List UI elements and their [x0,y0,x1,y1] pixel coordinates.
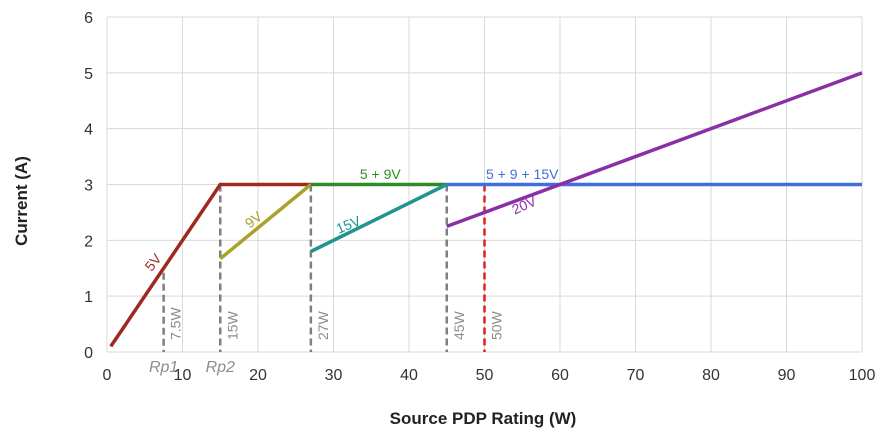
y-tick-label: 4 [84,122,93,139]
x-tick-label: 0 [103,367,112,384]
y-tick-label: 1 [84,289,93,306]
x-tick-label: 30 [325,367,343,384]
y-tick-label: 3 [84,178,93,195]
series-label: 15V [334,212,364,236]
reference-lines: 7.5W 15W 27W 45W 50W Rp1 Rp2 [149,184,505,376]
series-line-5v [109,182,311,348]
x-tick-label: 70 [627,367,645,384]
annotation-rp2: Rp2 [206,359,235,376]
series-line-9v [219,183,312,261]
x-axis-label: Source PDP Rating (W) [390,409,577,428]
vline-label: 7.5W [168,307,184,340]
y-tick-label: 2 [84,233,93,250]
series-line-20v [446,71,863,229]
vline-label: 45W [451,310,467,340]
x-tick-label: 50 [476,367,494,384]
vline-label: 15W [224,310,240,340]
tick-labels: 0 10 20 30 40 50 60 70 80 90 100 0 1 2 3 4 5 6 [84,10,875,384]
y-tick-label: 6 [84,10,93,27]
series-label: 20V [509,192,539,217]
x-tick-label: 100 [849,367,876,384]
x-tick-label: 60 [551,367,569,384]
x-tick-label: 80 [702,367,720,384]
x-tick-label: 10 [174,367,192,384]
y-tick-label: 0 [84,345,93,362]
y-tick-label: 5 [84,66,93,83]
series-label: 5 + 9V [360,166,402,182]
vline-label: 50W [489,310,505,340]
vline-label: 27W [315,310,331,340]
series-lines [109,71,863,348]
x-tick-label: 90 [778,367,796,384]
series-label: 9V [242,208,266,232]
y-axis-label: Current (A) [12,156,31,246]
x-tick-label: 20 [249,367,267,384]
x-tick-label: 40 [400,367,418,384]
series-line-15v [310,182,448,254]
series-label: 5 + 9 + 15V [486,166,559,182]
annotation-rp1: Rp1 [149,359,178,376]
